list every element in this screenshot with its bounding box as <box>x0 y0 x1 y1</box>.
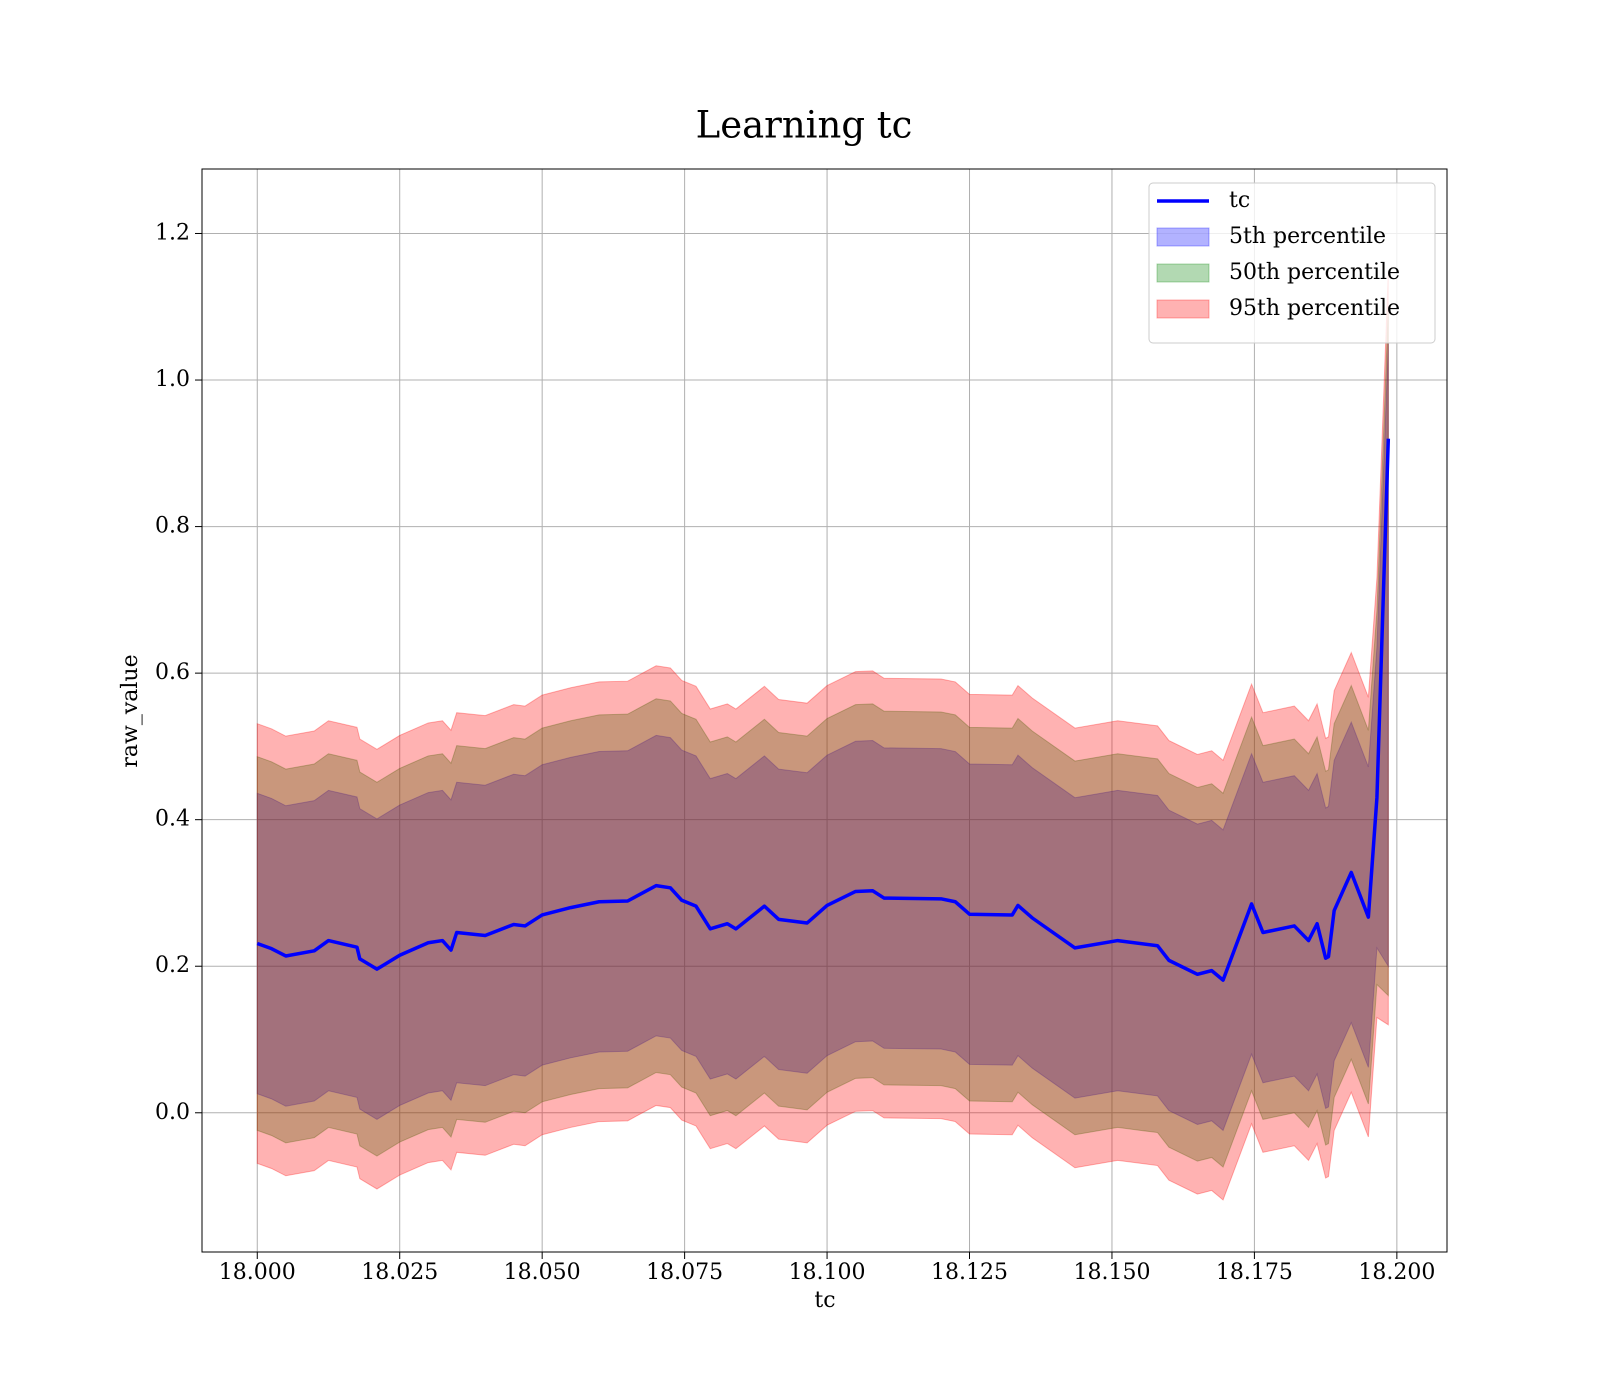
x-tick-label: 18.025 <box>361 1260 438 1285</box>
data-layer <box>256 270 1391 1201</box>
legend-label: 95th percentile <box>1229 296 1400 321</box>
legend-patch <box>1156 299 1210 319</box>
y-tick-label: 0.8 <box>155 514 190 539</box>
x-tick-label: 18.175 <box>1216 1260 1293 1285</box>
legend-box <box>1148 182 1436 344</box>
axes-frame <box>201 168 1448 1253</box>
percentile-band <box>256 343 1389 1132</box>
x-tick-label: 18.050 <box>504 1260 581 1285</box>
x-tick-label: 18.150 <box>1073 1260 1150 1285</box>
x-tick-label: 18.125 <box>931 1260 1008 1285</box>
y-axis-label: raw_value <box>118 654 143 767</box>
x-tick-label: 18.200 <box>1358 1260 1435 1285</box>
percentile-band <box>256 306 1389 1168</box>
legend-label: tc <box>1229 188 1250 213</box>
x-tick-label: 18.100 <box>789 1260 866 1285</box>
y-tick-label: 0.6 <box>155 660 190 685</box>
legend-patch <box>1156 263 1210 283</box>
legend-patch <box>1156 227 1210 247</box>
y-tick-label: 0.0 <box>155 1100 190 1125</box>
x-tick-label: 18.075 <box>646 1260 723 1285</box>
legend-label: 50th percentile <box>1229 260 1400 285</box>
y-tick-label: 0.4 <box>155 807 190 832</box>
y-tick-label: 1.2 <box>155 220 190 245</box>
x-tick-label: 18.000 <box>219 1260 296 1285</box>
legend-label: 5th percentile <box>1229 224 1386 249</box>
percentile-band <box>256 270 1389 1201</box>
chart-title: Learning tc <box>696 104 913 147</box>
x-axis-label: tc <box>814 1288 835 1313</box>
y-tick-label: 1.0 <box>155 367 190 392</box>
line <box>256 438 1391 982</box>
y-tick-label: 0.2 <box>155 953 190 978</box>
